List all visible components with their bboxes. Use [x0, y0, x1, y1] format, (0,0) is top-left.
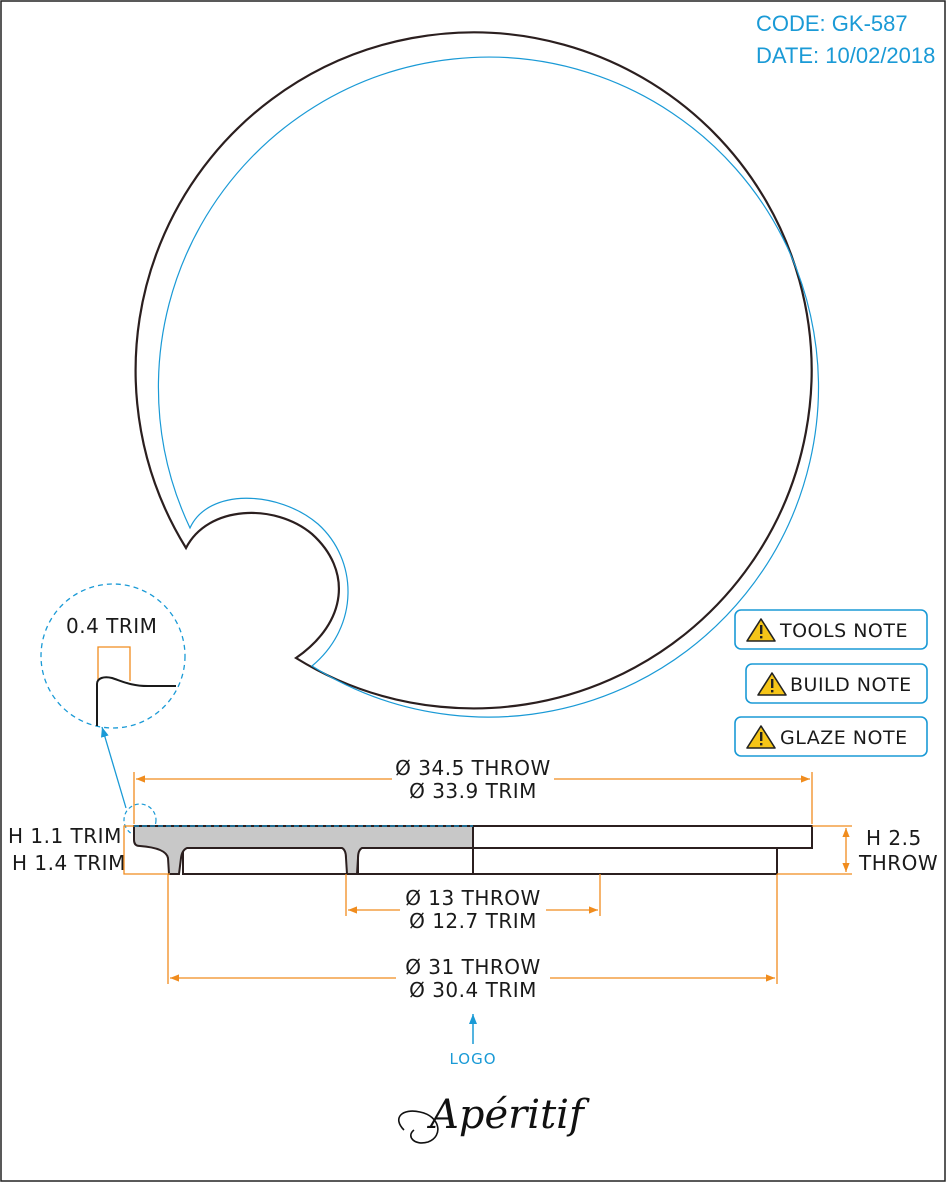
foot-inner-throw-label: Ø 13 THROW — [405, 886, 541, 910]
detail-trim-label: 0.4 TRIM — [66, 614, 157, 638]
height-throw-label-a: H 2.5 — [866, 826, 922, 850]
glaze-note-button[interactable]: GLAZE NOTE — [734, 716, 928, 757]
plate-trim-line — [157, 56, 819, 718]
detail-leader-arrow — [101, 726, 127, 809]
detail-circle — [40, 583, 186, 729]
code-label: CODE: GK-587 — [756, 11, 908, 36]
detail-rim-profile — [96, 676, 176, 726]
height-trim-top-label: H 1.1 TRIM — [8, 824, 122, 848]
tools-note-label: TOOLS NOTE — [779, 620, 908, 642]
brand-logo: Apéritif — [398, 1092, 590, 1144]
height-trim-bottom-label: H 1.4 TRIM — [12, 851, 126, 875]
glaze-note-label: GLAZE NOTE — [780, 727, 908, 749]
outer-trim-label: Ø 33.9 TRIM — [409, 779, 537, 803]
height-throw-label-b: THROW — [858, 851, 938, 875]
cross-section-fill — [133, 825, 474, 875]
outer-throw-label: Ø 34.5 THROW — [395, 756, 551, 780]
logo-label: LOGO — [449, 1050, 496, 1068]
warning-icon — [757, 672, 787, 696]
build-note-button[interactable]: BUILD NOTE — [745, 663, 928, 704]
tools-note-button[interactable]: TOOLS NOTE — [734, 609, 928, 650]
foot-outer-throw-label: Ø 31 THROW — [405, 955, 541, 979]
foot-inner-trim-label: Ø 12.7 TRIM — [409, 909, 537, 933]
plate-top-view-outline — [134, 31, 813, 710]
warning-icon — [746, 618, 776, 642]
build-note-label: BUILD NOTE — [790, 674, 912, 696]
plate-side-section — [133, 825, 813, 875]
brand-logo-text: Apéritif — [426, 1092, 590, 1138]
detail-trim-marker — [97, 646, 131, 681]
height-trim-bracket — [123, 825, 170, 875]
warning-icon — [746, 725, 776, 749]
date-label: DATE: 10/02/2018 — [756, 43, 935, 68]
foot-outer-trim-label: Ø 30.4 TRIM — [409, 978, 537, 1002]
